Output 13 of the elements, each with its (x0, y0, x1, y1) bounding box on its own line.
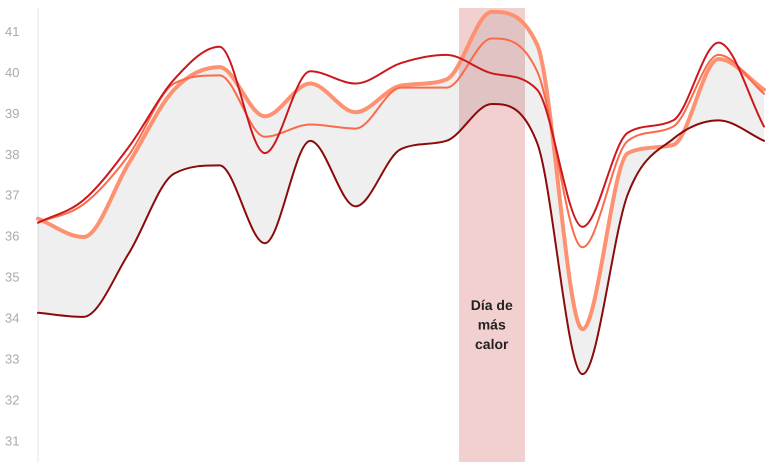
y-tick-label: 34 (5, 310, 20, 326)
y-tick-label: 38 (5, 146, 20, 162)
y-tick-label: 36 (5, 228, 20, 244)
y-tick-label: 37 (5, 188, 20, 203)
y-tick-label: 31 (5, 433, 20, 448)
line-series (37, 103, 765, 376)
y-tick-label: 39 (5, 106, 20, 121)
y-tick-label: 33 (5, 351, 20, 366)
y-tick-label: 41 (5, 24, 20, 39)
y-tick-label: 32 (5, 392, 20, 408)
y-tick-label: 35 (5, 270, 20, 285)
annotation: Día de más calor (470, 297, 513, 352)
y-tick-label: 40 (5, 64, 20, 80)
